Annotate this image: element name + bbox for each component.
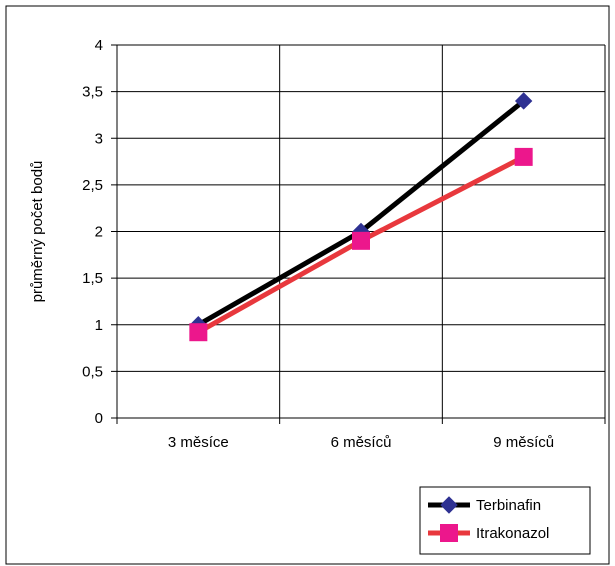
legend-item-itrakonazol: Itrakonazol: [428, 524, 549, 542]
y-tick-label: 0: [95, 410, 103, 427]
legend-item-terbinafin: Terbinafin: [428, 496, 541, 514]
y-tick-label: 2: [95, 224, 103, 241]
x-tick-labels: 3 měsíce 6 měsíců 9 měsíců: [168, 434, 554, 451]
data-point-marker: [514, 92, 533, 110]
legend: Terbinafin Itrakonazol: [419, 486, 591, 555]
y-axis-title: průměrný počet bodů: [29, 161, 46, 303]
y-tick-label: 0,5: [82, 363, 103, 380]
y-tick-label: 4: [95, 37, 103, 54]
legend-swatch-marker: [440, 524, 458, 542]
y-tick-label: 1: [95, 317, 103, 334]
y-tick-labels: 0 0,5 1 1,5 2 2,5 3 3,5 4: [82, 37, 103, 427]
x-tick-label: 3 měsíce: [168, 434, 229, 451]
legend-label: Itrakonazol: [476, 525, 549, 542]
y-tick-label: 2,5: [82, 177, 103, 194]
legend-label: Terbinafin: [476, 497, 541, 514]
axes: [111, 44, 606, 424]
y-tick-label: 3: [95, 130, 103, 147]
x-tick-label: 6 měsíců: [331, 434, 392, 451]
data-point-marker: [352, 231, 370, 250]
series: [189, 92, 533, 342]
y-tick-label: 1,5: [82, 270, 103, 287]
series-itrakonazol: [189, 147, 533, 342]
data-point-marker: [189, 323, 208, 342]
y-tick-label: 3,5: [82, 84, 103, 101]
chart-frame: [5, 5, 610, 565]
x-tick-label: 9 měsíců: [493, 434, 554, 451]
data-point-marker: [514, 147, 533, 166]
legend-swatch-marker: [440, 496, 458, 514]
